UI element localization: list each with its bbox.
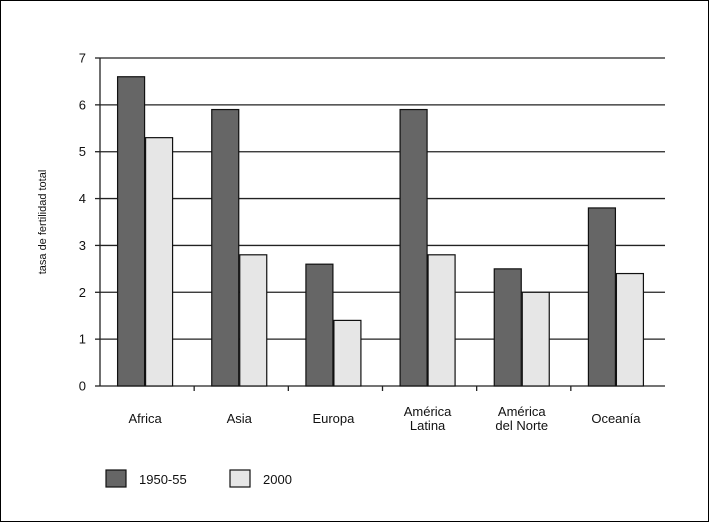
x-tick-label: del Norte [495,418,548,433]
bar-2000 [427,254,456,387]
bar-1950-55 [493,268,522,387]
x-tick-label: Europa [312,411,355,426]
y-tick-label: 0 [79,379,86,394]
bar-2000 [615,272,645,387]
y-tick-label: 3 [79,238,86,253]
bar-1950-55 [587,207,617,387]
bar-1950-55 [211,108,240,387]
bar-1950-55 [399,108,428,387]
y-axis-label: tasa de fertilidad total [37,170,49,275]
x-tick-label: Latina [410,418,446,433]
x-tick-label: América [404,404,452,419]
y-tick-label: 1 [79,332,86,347]
y-tick-label: 6 [79,97,86,112]
legend-label: 2000 [263,472,292,487]
x-tick-label: América [498,404,546,419]
y-tick-label: 2 [79,285,86,300]
bar-1950-55 [305,263,334,387]
bar-2000 [144,137,174,387]
legend-swatch-2000 [229,469,251,488]
bar-1950-55 [116,76,146,387]
x-tick-label: Africa [128,411,162,426]
legend-swatch-1950-55 [105,469,127,488]
x-tick-label: Asia [227,411,253,426]
bar-2000 [521,291,550,387]
bar-2000 [333,319,362,387]
y-tick-label: 4 [79,191,86,206]
y-tick-label: 5 [79,144,86,159]
y-tick-label: 7 [79,51,86,66]
bar-2000 [239,254,268,387]
x-tick-label: Oceanía [591,411,641,426]
legend-label: 1950-55 [139,472,187,487]
